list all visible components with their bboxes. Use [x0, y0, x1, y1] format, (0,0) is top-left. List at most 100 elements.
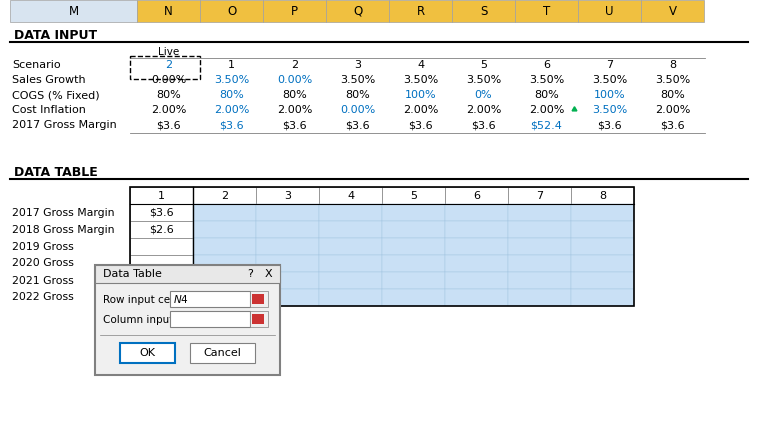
Text: 6: 6: [543, 60, 550, 70]
Bar: [445, 238, 508, 255]
Bar: [508, 221, 571, 238]
Bar: [571, 289, 634, 306]
Bar: [445, 221, 508, 238]
Text: 80%: 80%: [345, 90, 370, 100]
Text: 3.50%: 3.50%: [592, 105, 627, 115]
Text: 2017 Gross Margin: 2017 Gross Margin: [12, 120, 117, 130]
Text: 2022 Gross: 2022 Gross: [12, 292, 74, 303]
Text: Scenario: Scenario: [12, 60, 61, 70]
Bar: [95, 265, 280, 283]
Text: U: U: [605, 4, 614, 18]
Bar: [445, 187, 508, 204]
Bar: [571, 221, 634, 238]
Text: R: R: [416, 4, 424, 18]
Bar: [319, 289, 382, 306]
Text: O: O: [227, 4, 236, 18]
Text: 4: 4: [347, 190, 354, 201]
Text: M: M: [68, 4, 79, 18]
Text: 0.00%: 0.00%: [340, 105, 375, 115]
Bar: [200, 0, 263, 22]
Bar: [263, 0, 326, 22]
Text: 5: 5: [480, 60, 487, 70]
Bar: [252, 294, 264, 304]
Text: DATA TABLE: DATA TABLE: [14, 166, 98, 179]
Text: 7: 7: [606, 60, 613, 70]
Bar: [130, 187, 634, 306]
Bar: [382, 204, 445, 221]
Bar: [130, 272, 193, 289]
Bar: [508, 272, 571, 289]
Bar: [10, 0, 137, 22]
Bar: [571, 187, 634, 204]
Text: DATA INPUT: DATA INPUT: [14, 28, 97, 42]
Bar: [319, 272, 382, 289]
Bar: [319, 221, 382, 238]
Text: 2: 2: [221, 190, 228, 201]
Bar: [193, 255, 256, 272]
Bar: [508, 289, 571, 306]
Bar: [382, 289, 445, 306]
Text: Cancel: Cancel: [203, 348, 241, 358]
Bar: [130, 187, 193, 204]
Bar: [319, 204, 382, 221]
Bar: [452, 0, 515, 22]
Text: 0.00%: 0.00%: [277, 75, 312, 85]
Text: $3.6: $3.6: [471, 120, 496, 130]
Text: 3.50%: 3.50%: [592, 75, 627, 85]
Text: 2019 Gross: 2019 Gross: [12, 241, 74, 252]
Text: $52.4: $52.4: [531, 120, 562, 130]
Text: $3.6: $3.6: [409, 120, 433, 130]
Text: 2.00%: 2.00%: [402, 105, 438, 115]
Bar: [445, 255, 508, 272]
Bar: [508, 204, 571, 221]
Text: 4: 4: [417, 60, 424, 70]
Bar: [256, 187, 319, 204]
Text: 7: 7: [536, 190, 543, 201]
Bar: [326, 0, 389, 22]
Text: 80%: 80%: [660, 90, 685, 100]
Text: $2.6: $2.6: [149, 225, 174, 234]
Text: $3.6: $3.6: [660, 120, 684, 130]
Bar: [256, 255, 319, 272]
Bar: [389, 0, 452, 22]
Text: Sales Growth: Sales Growth: [12, 75, 86, 85]
Bar: [319, 187, 382, 204]
Bar: [130, 255, 193, 272]
Text: $3.6: $3.6: [597, 120, 622, 130]
Bar: [170, 291, 250, 307]
Text: T: T: [543, 4, 550, 18]
Text: 2.00%: 2.00%: [529, 105, 564, 115]
Text: 6: 6: [473, 190, 480, 201]
Text: 3.50%: 3.50%: [655, 75, 690, 85]
Text: V: V: [669, 4, 676, 18]
Text: Cost Inflation: Cost Inflation: [12, 105, 86, 115]
Bar: [256, 272, 319, 289]
Bar: [508, 238, 571, 255]
Bar: [445, 272, 508, 289]
Text: ?: ?: [247, 269, 253, 279]
Bar: [193, 221, 256, 238]
Bar: [120, 343, 175, 363]
Bar: [256, 204, 319, 221]
Bar: [578, 0, 641, 22]
Bar: [382, 187, 445, 204]
Bar: [250, 311, 268, 327]
Bar: [571, 272, 634, 289]
Bar: [252, 314, 264, 324]
Text: 100%: 100%: [405, 90, 437, 100]
Bar: [508, 255, 571, 272]
Text: OK: OK: [139, 348, 155, 358]
Bar: [571, 255, 634, 272]
Bar: [95, 265, 280, 375]
Bar: [130, 204, 193, 221]
Text: S: S: [480, 4, 487, 18]
Bar: [445, 204, 508, 221]
Bar: [130, 289, 193, 306]
Text: 1: 1: [158, 190, 165, 201]
Bar: [137, 0, 200, 22]
Bar: [515, 0, 578, 22]
Text: 0%: 0%: [475, 90, 492, 100]
Text: $3.6: $3.6: [219, 120, 244, 130]
Bar: [571, 204, 634, 221]
Bar: [445, 289, 508, 306]
